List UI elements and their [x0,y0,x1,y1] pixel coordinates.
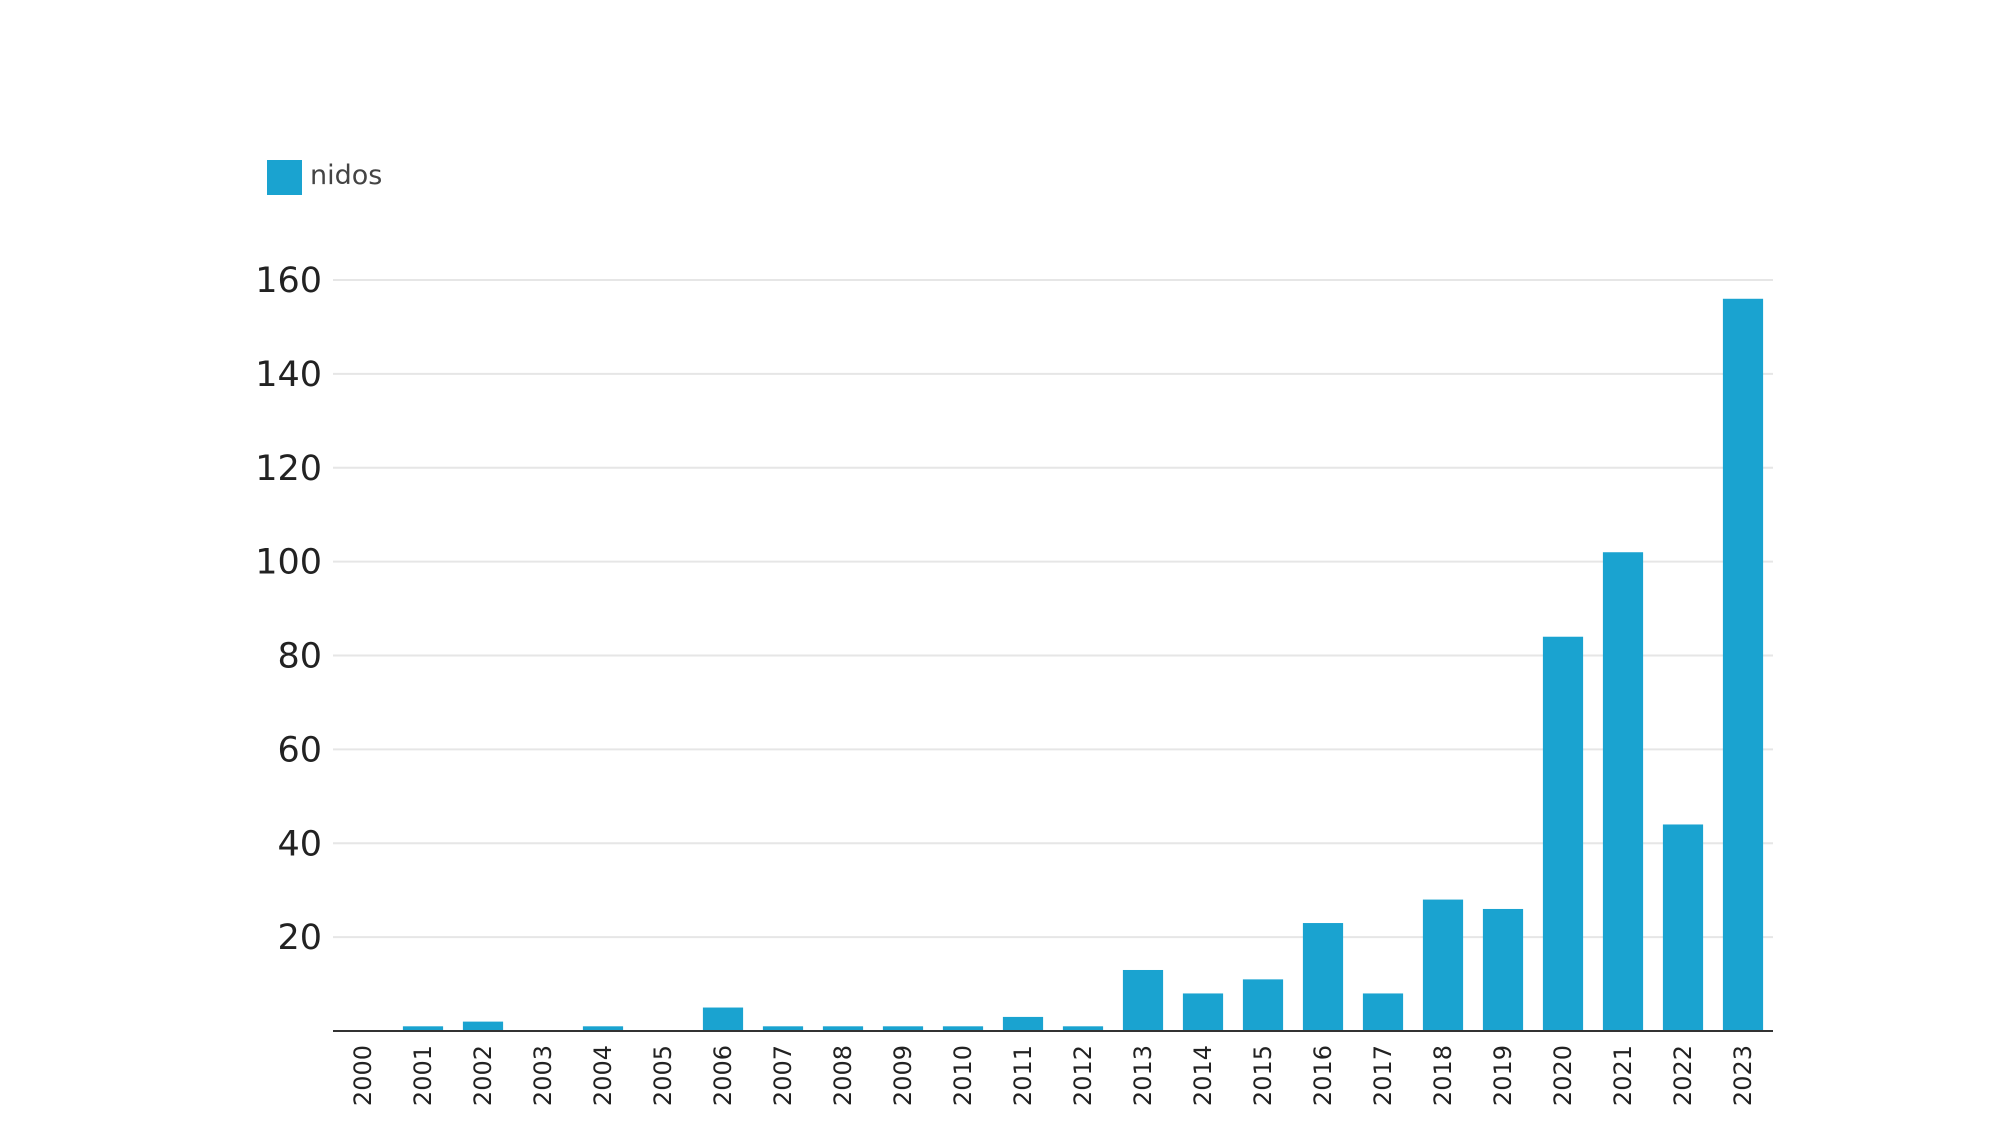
bar-2017 [1362,993,1404,1031]
bar-2016 [1302,923,1344,1031]
x-tick-label: 2007 [769,1045,797,1106]
bar-2021 [1602,552,1644,1031]
bar-2020 [1542,636,1584,1031]
bar-2007 [762,1026,804,1031]
x-tick-label: 2002 [469,1045,497,1106]
x-tick-label: 2016 [1309,1045,1337,1106]
x-tick-label: 2012 [1069,1045,1097,1106]
x-tick-label: 2018 [1429,1045,1457,1106]
bar-2013 [1122,969,1164,1031]
legend-label: nidos [310,160,383,191]
bar-2004 [582,1026,624,1031]
x-tick-label: 2021 [1609,1045,1637,1106]
x-tick-label: 2000 [349,1045,377,1106]
y-tick-label: 160 [255,261,322,301]
bar-2006 [702,1007,744,1031]
y-tick-label: 60 [277,730,322,770]
bar-2009 [882,1026,924,1031]
bar-2015 [1242,979,1284,1031]
x-tick-label: 2003 [529,1045,557,1106]
x-tick-label: 2011 [1009,1045,1037,1106]
bar-2011 [1002,1016,1044,1031]
y-tick-label: 140 [255,355,322,395]
bar-2022 [1662,824,1704,1031]
bar-2018 [1422,899,1464,1031]
x-tick-label: 2006 [709,1045,737,1106]
legend-swatch [267,160,302,195]
x-tick-label: 2014 [1189,1045,1217,1106]
bar-2019 [1482,908,1524,1031]
y-tick-label: 80 [277,637,322,677]
x-tick-label: 2022 [1669,1045,1697,1106]
bar-2014 [1182,993,1224,1031]
bar-2012 [1062,1026,1104,1031]
y-tick-label: 20 [277,918,322,958]
x-tick-label: 2015 [1249,1045,1277,1106]
x-tick-label: 2019 [1489,1045,1517,1106]
x-tick-label: 2005 [649,1045,677,1106]
x-tick-label: 2023 [1729,1045,1757,1106]
x-tick-label: 2004 [589,1045,617,1106]
y-tick-label: 100 [255,543,322,583]
x-tick-label: 2009 [889,1045,917,1106]
y-tick-label: 40 [277,824,322,864]
bar-2008 [822,1026,864,1031]
bar-2023 [1722,298,1764,1031]
x-tick-label: 2010 [949,1045,977,1106]
bar-2001 [402,1026,444,1031]
x-tick-label: 2008 [829,1045,857,1106]
x-tick-label: 2013 [1129,1045,1157,1106]
bar-2002 [462,1021,504,1031]
y-tick-label: 120 [255,449,322,489]
x-tick-label: 2020 [1549,1045,1577,1106]
bar-2010 [942,1026,984,1031]
x-tick-label: 2017 [1369,1045,1397,1106]
x-tick-label: 2001 [409,1045,437,1106]
